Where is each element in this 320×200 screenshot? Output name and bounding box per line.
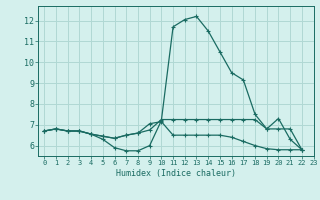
X-axis label: Humidex (Indice chaleur): Humidex (Indice chaleur) (116, 169, 236, 178)
